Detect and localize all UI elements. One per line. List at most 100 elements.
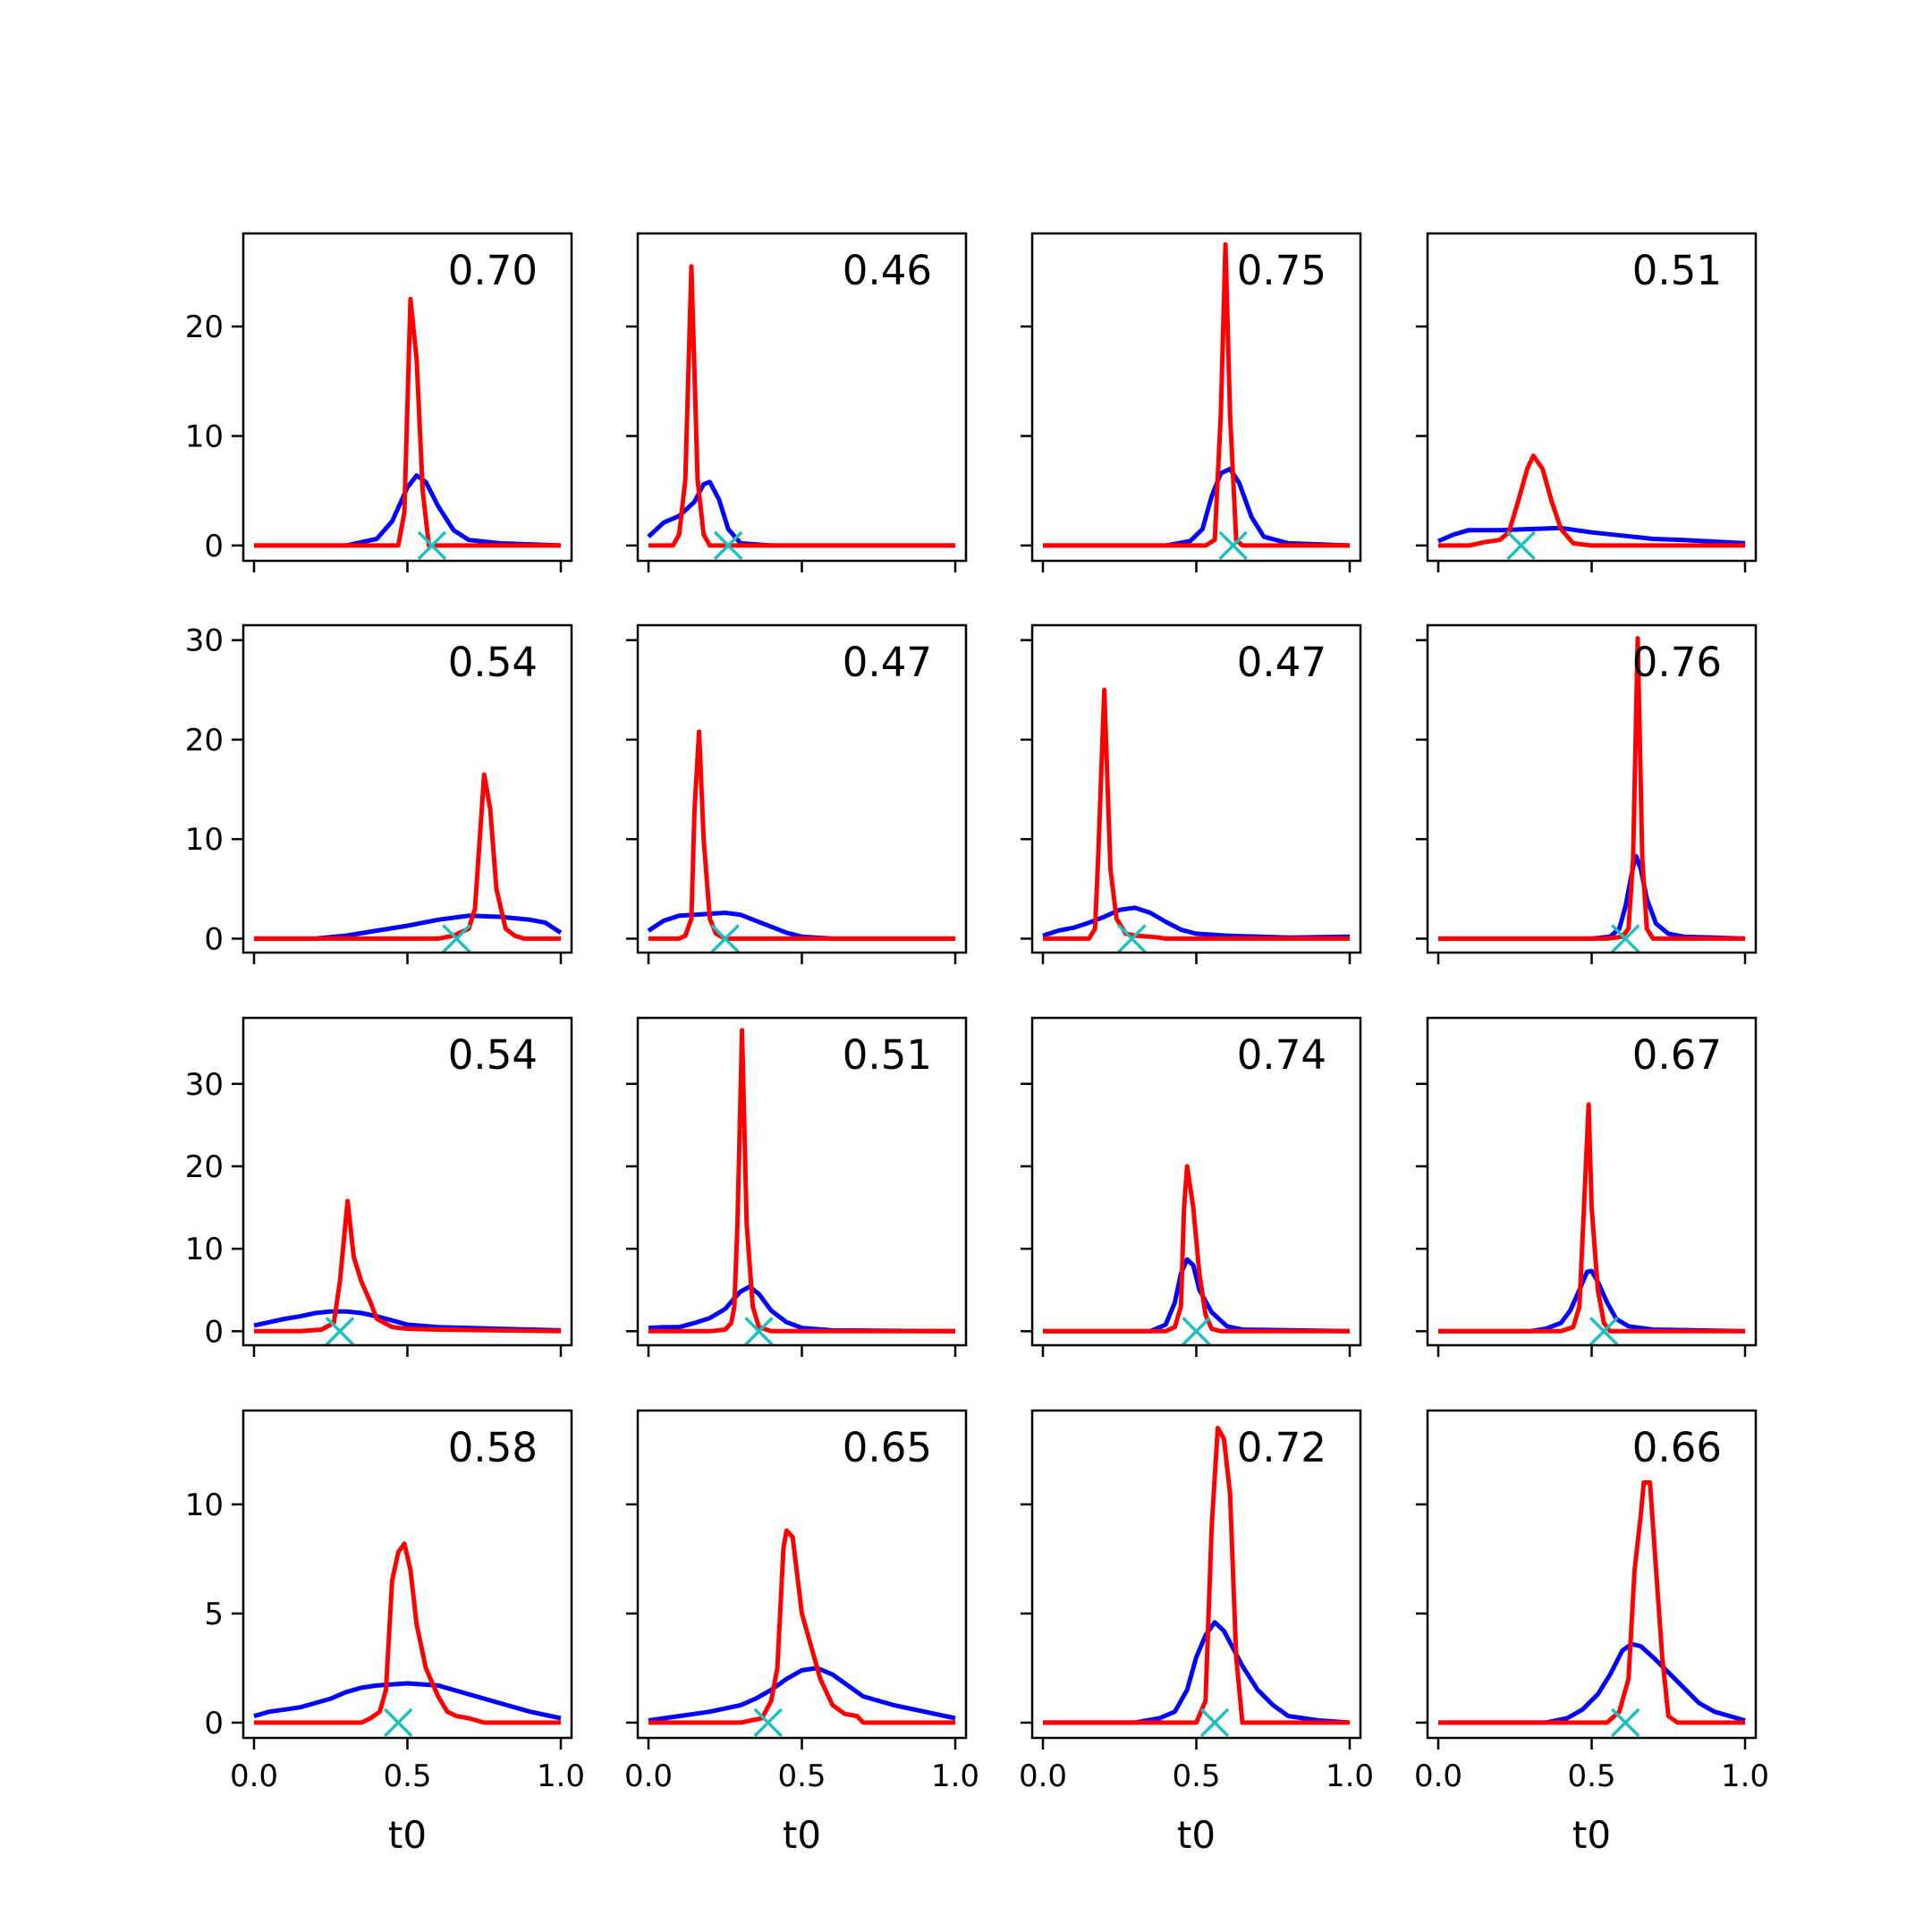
x-tick-label: 1.0 <box>537 1758 585 1794</box>
subplot-4-2: 0.65 0.0 0.5 1.0 t0 <box>624 1409 979 1857</box>
marker-x <box>1218 530 1248 561</box>
marker-x <box>713 530 743 561</box>
panel-annotation: 0.72 <box>1237 1424 1326 1471</box>
marker-x <box>1182 1317 1211 1346</box>
y-tick-label: 10 <box>185 419 224 454</box>
subplot-1-3: 0.75 <box>1021 232 1362 572</box>
subplot-2-2: 0.47 <box>626 623 968 964</box>
plot-area <box>253 1199 562 1334</box>
x-tick-label: 0.0 <box>230 1758 278 1794</box>
red-series-line <box>254 296 561 548</box>
plot-area <box>1438 1102 1746 1334</box>
plot-area <box>1043 1426 1351 1725</box>
plot-area <box>648 1528 956 1725</box>
panel-annotation: 0.75 <box>1237 247 1326 294</box>
plot-area <box>1043 242 1351 548</box>
subplot-4-1: 0.58 0 5 10 0.0 0.5 1.0 t0 <box>185 1409 585 1857</box>
y-tick-label: 10 <box>185 1487 224 1523</box>
blue-series-line <box>1043 466 1351 548</box>
red-series-line <box>1438 1480 1745 1725</box>
marker-x <box>417 530 447 561</box>
red-series-line <box>1043 687 1350 941</box>
marker-x <box>442 924 471 953</box>
panel-annotation: 0.51 <box>843 1031 932 1079</box>
blue-series-line <box>1042 905 1351 940</box>
subplot-2-1: 0.54 0 10 20 30 <box>185 623 573 964</box>
x-tick-label: 0.5 <box>383 1758 431 1794</box>
subplot-1-1: 0.70 0 10 20 <box>185 232 573 572</box>
y-tick-label: 20 <box>185 1149 224 1185</box>
red-series-line <box>1438 1102 1745 1334</box>
x-axis-label: t0 <box>388 1813 427 1857</box>
plot-area <box>254 296 562 548</box>
subplot-2-3: 0.47 <box>1021 623 1362 964</box>
red-series-line <box>1043 1164 1350 1334</box>
panel-annotation: 0.66 <box>1632 1424 1722 1471</box>
subplot-3-1: 0.54 0 10 20 30 <box>185 1016 573 1357</box>
red-series-line <box>254 1541 561 1725</box>
panel-annotation: 0.51 <box>1632 247 1722 294</box>
y-tick-label: 20 <box>185 723 224 758</box>
y-tick-label: 0 <box>204 1706 224 1741</box>
x-axis-label: t0 <box>1177 1813 1216 1857</box>
panel-annotation: 0.46 <box>843 247 932 294</box>
subplot-3-2: 0.51 <box>626 1016 968 1357</box>
plot-area <box>1043 1164 1351 1334</box>
plot-area <box>1438 636 1746 941</box>
x-tick-label: 0.0 <box>1414 1758 1462 1794</box>
y-tick-label: 10 <box>185 822 224 858</box>
panel-annotation: 0.76 <box>1632 639 1722 686</box>
red-series-line <box>254 772 561 941</box>
marker-x <box>710 924 740 953</box>
red-series-line <box>1043 1426 1350 1725</box>
y-tick-label: 0 <box>204 1314 224 1350</box>
blue-series-line <box>253 1309 562 1333</box>
marker-x <box>1199 1707 1230 1738</box>
plot-area <box>647 729 955 941</box>
blue-series-line <box>254 473 562 548</box>
subplot-1-4: 0.51 <box>1416 232 1758 572</box>
red-series-line <box>254 1199 562 1334</box>
panel-annotation: 0.67 <box>1632 1031 1722 1079</box>
plot-area <box>1437 453 1746 548</box>
marker-x <box>1589 1317 1619 1346</box>
x-tick-label: 1.0 <box>1721 1758 1769 1794</box>
y-tick-label: 0 <box>204 529 224 564</box>
red-series-line <box>648 1528 955 1725</box>
subplot-4-4: 0.66 0.0 0.5 1.0 t0 <box>1414 1409 1769 1857</box>
x-tick-label: 0.5 <box>1172 1758 1220 1794</box>
x-tick-label: 0.0 <box>1019 1758 1067 1794</box>
marker-x <box>1117 924 1147 953</box>
blue-series-line <box>647 911 955 941</box>
x-tick-label: 0.0 <box>624 1758 673 1794</box>
subplot-3-3: 0.74 <box>1021 1016 1362 1357</box>
x-tick-label: 0.5 <box>1567 1758 1615 1794</box>
plot-area <box>253 1541 562 1725</box>
red-series-line <box>648 264 955 548</box>
blue-series-line <box>1438 1268 1746 1334</box>
panel-annotation: 0.54 <box>448 1031 538 1079</box>
panel-annotation: 0.70 <box>448 247 538 294</box>
panel-annotation: 0.58 <box>448 1424 538 1471</box>
y-tick-label: 30 <box>185 1067 224 1103</box>
marker-x <box>1610 924 1640 953</box>
marker-x <box>325 1317 355 1346</box>
red-series-line <box>1438 636 1745 941</box>
blue-series-line <box>1438 853 1746 941</box>
blue-series-line <box>1043 1620 1351 1725</box>
blue-series-line <box>648 1665 956 1723</box>
marker-x <box>383 1707 413 1738</box>
blue-series-line <box>1043 1257 1351 1334</box>
subplot-3-4: 0.67 <box>1416 1016 1758 1357</box>
blue-series-line <box>648 1284 956 1334</box>
red-series-line <box>648 729 955 941</box>
x-tick-label: 1.0 <box>931 1758 979 1794</box>
plot-area <box>1438 1480 1746 1725</box>
x-tick-label: 1.0 <box>1326 1758 1374 1794</box>
marker-x <box>1506 530 1536 561</box>
subplot-1-2: 0.46 <box>626 232 968 572</box>
panel-annotation: 0.54 <box>448 639 538 686</box>
y-tick-label: 5 <box>204 1597 224 1632</box>
y-tick-label: 0 <box>204 921 224 957</box>
